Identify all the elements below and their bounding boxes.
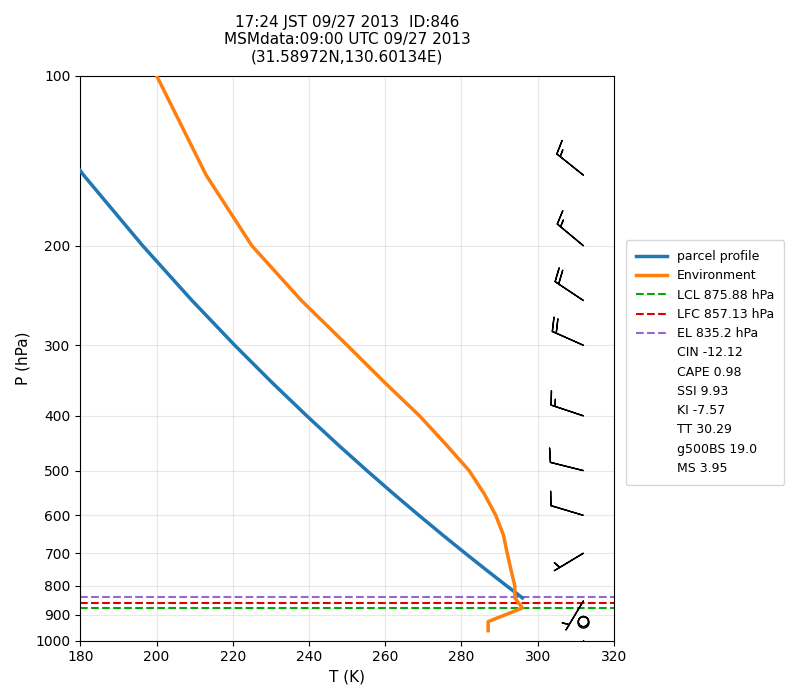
Environment [152, 71, 162, 80]
Environment [483, 617, 493, 626]
Environment [502, 549, 512, 557]
Environment [297, 296, 306, 304]
Y-axis label: P (hPa): P (hPa) [15, 332, 30, 385]
Environment [202, 171, 211, 179]
Environment [510, 594, 520, 602]
parcel profile [187, 296, 197, 304]
Environment [510, 582, 520, 590]
parcel profile [138, 241, 147, 250]
Environment [247, 241, 257, 250]
Environment [442, 440, 451, 449]
parcel profile [334, 440, 343, 449]
Environment [479, 490, 489, 498]
parcel profile [482, 566, 491, 574]
Line: parcel profile: parcel profile [8, 76, 522, 598]
Environment [483, 626, 493, 635]
parcel profile [438, 531, 447, 539]
Environment [342, 341, 352, 349]
Environment [518, 604, 527, 612]
X-axis label: T (K): T (K) [329, 670, 365, 685]
parcel profile [414, 511, 424, 519]
parcel profile [268, 379, 278, 387]
Environment [498, 531, 508, 539]
parcel profile [79, 171, 89, 179]
Environment [506, 566, 516, 574]
parcel profile [460, 549, 470, 557]
parcel profile [518, 594, 527, 602]
parcel profile [230, 341, 239, 349]
Environment [464, 466, 474, 475]
Line: Environment: Environment [157, 76, 522, 631]
Environment [414, 412, 424, 420]
parcel profile [389, 490, 398, 498]
parcel profile [302, 412, 311, 420]
Environment [381, 379, 390, 387]
Legend: parcel profile, Environment, LCL 875.88 hPa, LFC 857.13 hPa, EL 835.2 hPa, CIN -: parcel profile, Environment, LCL 875.88 … [626, 240, 784, 485]
parcel profile [3, 71, 13, 80]
Environment [491, 511, 501, 519]
parcel profile [362, 466, 372, 475]
parcel profile [502, 582, 512, 590]
Title: 17:24 JST 09/27 2013  ID:846
MSMdata:09:00 UTC 09/27 2013
(31.58972N,130.60134E): 17:24 JST 09/27 2013 ID:846 MSMdata:09:0… [224, 15, 470, 65]
